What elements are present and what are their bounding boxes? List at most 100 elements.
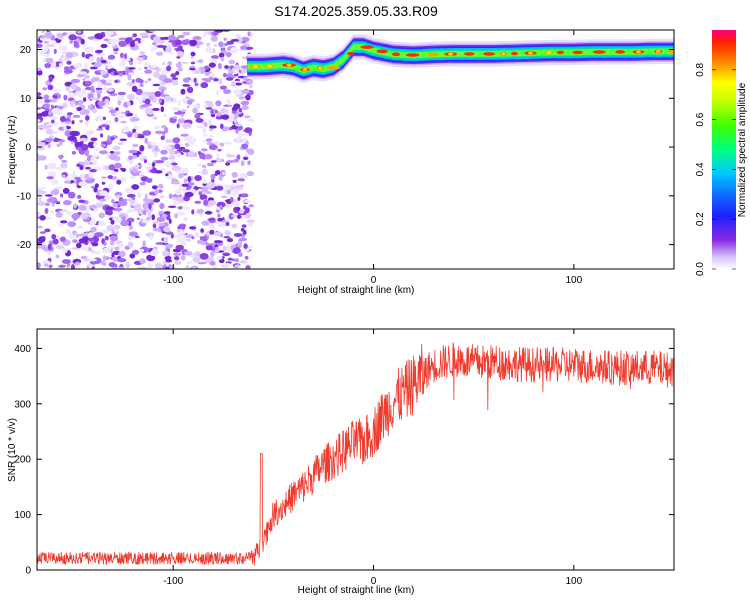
noise-speckle (231, 258, 235, 262)
noise-speckle (146, 178, 153, 183)
noise-speckle (174, 260, 182, 265)
noise-speckle (201, 148, 208, 152)
noise-speckle (119, 60, 126, 67)
noise-speckle (198, 59, 204, 64)
noise-speckle (158, 210, 164, 214)
colorbar-tick-label: 0.0 (695, 262, 706, 276)
noise-speckle (223, 141, 233, 145)
noise-speckle (219, 85, 227, 90)
noise-speckle (204, 80, 212, 83)
ridge-peak-core (500, 52, 506, 56)
noise-speckle (49, 61, 57, 68)
noise-speckle (99, 133, 104, 138)
noise-speckle (87, 258, 98, 262)
noise-speckle (217, 213, 221, 218)
noise-speckle (97, 49, 103, 53)
noise-speckle (168, 150, 176, 155)
noise-speckle (244, 255, 249, 260)
noise-speckle (239, 260, 248, 264)
noise-speckle (71, 120, 75, 125)
noise-speckle (125, 261, 130, 268)
noise-speckle (107, 54, 116, 60)
noise-speckle (58, 264, 66, 268)
noise-speckle (55, 245, 65, 250)
noise-speckle (232, 188, 240, 195)
noise-speckle (118, 250, 126, 257)
noise-speckle (186, 105, 190, 109)
noise-speckle (37, 155, 47, 161)
noise-speckle (216, 255, 223, 260)
noise-speckle (39, 215, 46, 221)
noise-speckle (72, 104, 77, 109)
noise-speckle (107, 59, 111, 65)
noise-speckle (171, 162, 178, 166)
x-tick-label: -100 (163, 576, 183, 587)
ridge-peak (464, 52, 475, 56)
noise-speckle (67, 97, 75, 102)
noise-speckle (52, 40, 57, 46)
noise-speckle (231, 110, 237, 114)
noise-speckle (144, 66, 148, 70)
noise-speckle (43, 99, 51, 103)
ridge-peak (556, 50, 565, 55)
noise-speckle (94, 232, 104, 238)
noise-speckle (155, 130, 164, 135)
ridge-peak-core (528, 51, 533, 55)
noise-speckle (165, 46, 172, 53)
noise-speckle (132, 167, 139, 174)
noise-speckle (76, 177, 80, 184)
noise-speckle (190, 61, 196, 65)
noise-speckle (210, 108, 214, 116)
noise-speckle (134, 131, 138, 139)
noise-speckle (129, 253, 136, 259)
noise-speckle (89, 169, 97, 173)
noise-speckle (214, 141, 220, 145)
noise-speckle (228, 59, 236, 65)
noise-speckle (220, 107, 226, 114)
noise-speckle (235, 33, 241, 38)
noise-speckle (162, 61, 166, 66)
noise-speckle (205, 47, 214, 54)
noise-speckle (114, 246, 120, 251)
noise-speckle (233, 158, 240, 163)
noise-speckle (241, 105, 249, 111)
noise-speckle (134, 235, 140, 239)
noise-speckle (199, 152, 206, 159)
noise-speckle (50, 210, 55, 214)
noise-speckle (201, 168, 208, 176)
noise-speckle (165, 243, 174, 248)
noise-speckle (241, 224, 247, 228)
noise-speckle (169, 265, 175, 269)
noise-speckle (189, 39, 198, 46)
noise-speckle (176, 170, 182, 174)
noise-speckle (210, 35, 218, 42)
noise-speckle (235, 206, 241, 212)
noise-speckle (142, 62, 151, 67)
noise-speckle (103, 38, 109, 42)
noise-speckle (196, 44, 200, 49)
noise-speckle (52, 89, 61, 93)
noise-speckle (65, 229, 71, 234)
noise-speckle (152, 83, 161, 87)
noise-speckle (78, 199, 86, 203)
noise-speckle (63, 125, 67, 131)
noise-speckle-region (37, 30, 255, 269)
noise-speckle (211, 222, 215, 229)
colorbar-tick-label: 0.2 (695, 212, 706, 226)
noise-speckle (57, 224, 65, 227)
noise-speckle (233, 233, 243, 237)
noise-speckle (232, 75, 236, 79)
noise-speckle (46, 123, 55, 126)
noise-speckle (177, 201, 182, 205)
noise-speckle (195, 118, 204, 123)
noise-speckle (126, 209, 133, 213)
noise-speckle (167, 205, 177, 208)
noise-speckle (232, 247, 241, 255)
noise-speckle (201, 220, 210, 226)
noise-speckle (52, 95, 58, 99)
noise-speckle (233, 199, 238, 202)
noise-speckle (108, 262, 116, 268)
noise-speckle (204, 30, 208, 35)
noise-speckle (67, 92, 76, 98)
